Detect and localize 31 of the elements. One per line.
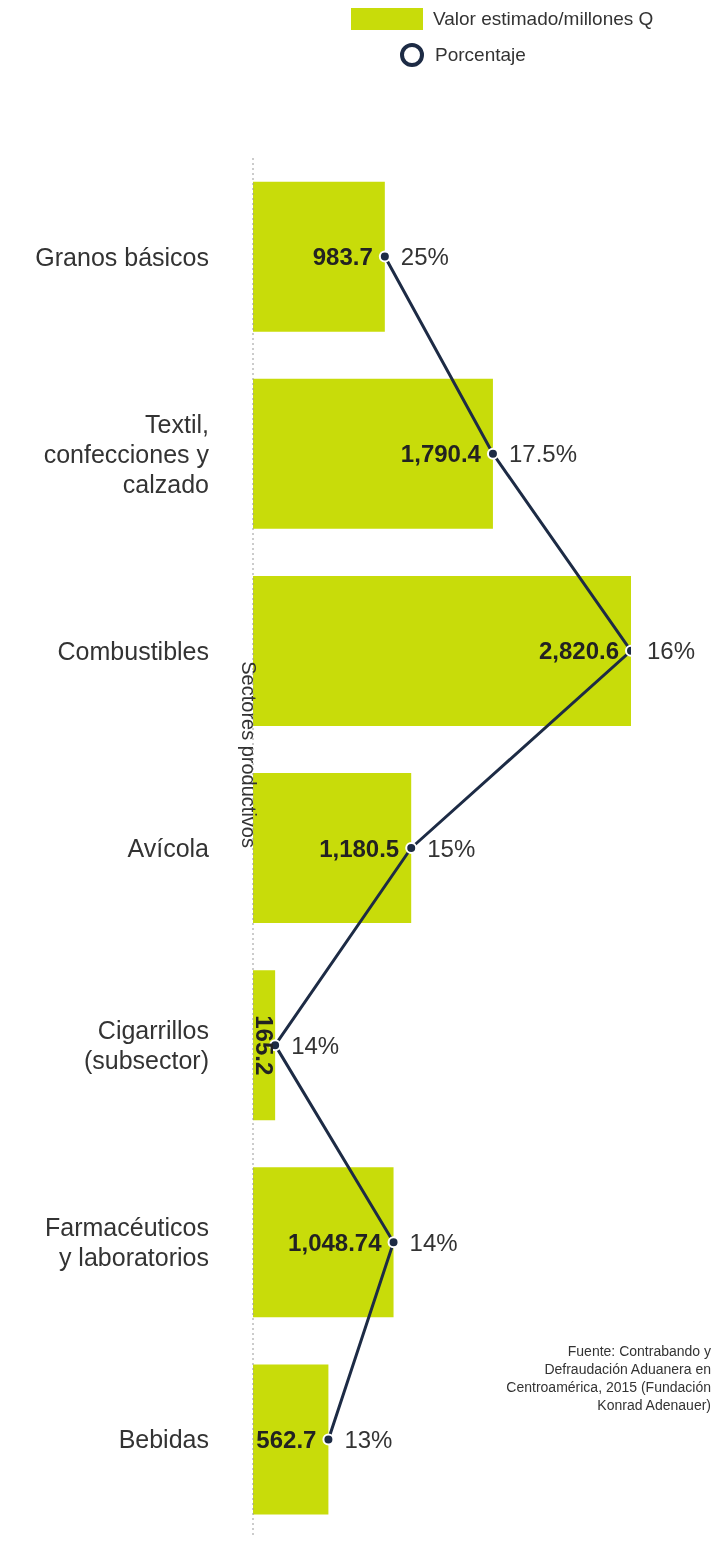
data-label: 983.7	[312, 243, 373, 271]
annotation: 16%	[647, 637, 696, 665]
annotation: 13%	[344, 1425, 393, 1453]
annotation: 25%	[400, 243, 449, 271]
y-axis-title: Sectores productivos	[237, 661, 260, 848]
y-tick-label: Cigarrillos (subsector)	[83, 1016, 209, 1075]
y-tick-label: Farmacéuticos y laboratorios	[45, 1213, 209, 1272]
y-tick-label: Bebidas	[118, 1425, 209, 1454]
y-tick-label: Avícola	[127, 834, 210, 862]
bar	[253, 378, 493, 529]
data-label: 1,790.4	[400, 440, 482, 468]
bar	[253, 181, 385, 332]
annotation: 17.5%	[508, 440, 577, 468]
data-label: 165.2	[250, 1015, 278, 1076]
data-label: 1,048.74	[288, 1228, 383, 1256]
point	[486, 447, 499, 460]
data-label: 2,820.6	[538, 637, 619, 665]
bar	[253, 1167, 394, 1318]
annotation: Fuente: Contrabando y Defraudación Aduanera en Centroamérica, 2015 (Fundación Konrad Adenauer)	[505, 1342, 711, 1414]
data-label: 1,180.5	[319, 834, 400, 862]
point	[405, 842, 418, 854]
legend-label: Valor estimado/millones Q	[433, 8, 654, 30]
annotation: 14%	[409, 1228, 458, 1256]
bar	[253, 1364, 329, 1515]
legend-label: Porcentaje	[435, 44, 526, 66]
annotation: 15%	[427, 834, 476, 862]
y-tick-label: Combustibles	[57, 636, 209, 665]
y-tick-label: Textil, confecciones y calzado	[43, 409, 210, 498]
y-tick-label: Granos básicos	[35, 242, 209, 271]
data-label: 562.7	[256, 1426, 317, 1454]
annotation: 14%	[291, 1031, 340, 1059]
